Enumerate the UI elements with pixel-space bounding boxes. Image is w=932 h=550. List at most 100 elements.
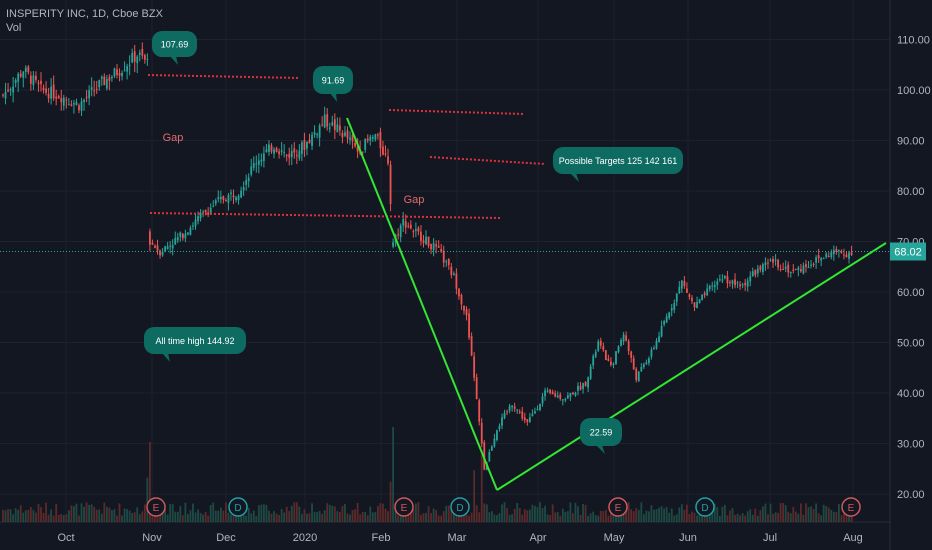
volume-bar — [260, 504, 263, 522]
callout-text: 107.69 — [161, 40, 189, 50]
candle-body — [617, 346, 620, 353]
candle-body — [521, 411, 524, 419]
candle-body — [658, 336, 660, 343]
volume-bar — [197, 509, 199, 522]
volume-bar — [435, 510, 438, 522]
candle-body — [103, 76, 106, 86]
volume-bar — [214, 510, 217, 522]
candle-body — [751, 271, 754, 277]
candle-body — [374, 134, 377, 140]
volume-bar — [420, 514, 422, 522]
volume-bar — [184, 502, 187, 522]
volume-bar — [772, 513, 774, 522]
event-letter: D — [234, 503, 241, 514]
candle-body — [683, 280, 686, 287]
volume-bar — [392, 427, 394, 522]
volume-bar — [675, 514, 678, 522]
candle-body — [133, 51, 136, 62]
candle-body — [460, 294, 463, 305]
volume-bar — [837, 503, 840, 522]
volume-bar — [815, 503, 817, 522]
volume-bar — [7, 509, 9, 522]
event-circle — [608, 497, 628, 517]
volume-bar — [379, 503, 382, 522]
candle-body — [445, 261, 448, 263]
volume-bar — [113, 509, 116, 522]
volume-bar — [103, 502, 106, 522]
candle-body — [100, 76, 103, 79]
candle-body — [197, 216, 199, 222]
volume-bar — [830, 509, 833, 522]
candle-body — [473, 356, 476, 378]
candle-body — [308, 139, 311, 144]
candle-body — [17, 73, 20, 82]
candle-body — [159, 250, 161, 256]
candle-body — [602, 345, 605, 350]
volume-bar — [843, 513, 845, 522]
volume-bar — [126, 509, 129, 522]
earnings-marker: E — [841, 497, 861, 517]
candle-body — [187, 232, 189, 235]
volume-bar — [653, 509, 655, 522]
volume-bar — [713, 503, 716, 522]
target-line — [388, 109, 525, 115]
candle-body — [217, 197, 220, 200]
volume-bar — [204, 512, 207, 522]
dividend-marker: D — [695, 497, 715, 517]
volume-bar — [848, 515, 850, 522]
volume-bar — [131, 513, 134, 522]
volume-bar — [143, 504, 146, 522]
volume-bar — [458, 514, 460, 522]
candle-body — [805, 264, 807, 268]
event-circle — [146, 497, 166, 517]
volume-bar — [528, 509, 531, 522]
candle-body — [549, 389, 552, 394]
candle-body — [280, 150, 283, 152]
candle-body — [247, 177, 250, 182]
candle-body — [463, 305, 465, 311]
candle-body — [313, 132, 316, 135]
candle-body — [488, 452, 491, 462]
candle-body — [610, 361, 612, 365]
volume-bar — [822, 504, 825, 522]
volume-bar — [159, 511, 161, 522]
volume-bar — [194, 512, 197, 522]
callout-box — [553, 147, 683, 174]
volume-bar — [187, 513, 189, 522]
volume-bar — [534, 505, 536, 522]
event-letter: E — [848, 503, 855, 514]
y-tick-label: 40.00 — [897, 388, 925, 400]
volume-bar — [171, 504, 174, 522]
volume-bar — [356, 502, 359, 522]
candle-body — [181, 233, 184, 239]
candle-body — [744, 282, 747, 286]
volume-bar — [83, 506, 85, 522]
volume-bar — [354, 509, 356, 522]
volume-bar — [344, 504, 346, 522]
candle-body — [673, 303, 676, 310]
x-tick-label: Dec — [216, 532, 236, 544]
target-line — [429, 156, 546, 165]
chart-header: INSPERITY INC, 1D, Cboe BZX Vol — [6, 7, 163, 35]
candle-body — [40, 80, 42, 85]
volume-bar — [308, 513, 311, 522]
candle-body — [536, 408, 539, 411]
volume-bar — [164, 509, 167, 522]
volume-bar — [526, 510, 529, 522]
x-tick-label: Feb — [372, 532, 391, 544]
candle-body — [422, 240, 425, 244]
candle-body — [143, 55, 146, 60]
volume-bar — [794, 511, 797, 522]
volume-bar — [680, 504, 683, 522]
candle-body — [539, 403, 541, 410]
candle-body — [701, 294, 704, 301]
callout-bubble: Possible Targets 125 142 161 — [553, 147, 683, 182]
volume-bar — [311, 503, 313, 522]
candle-body — [794, 269, 797, 271]
candle-body — [478, 400, 481, 422]
volume-bar — [245, 515, 248, 522]
candle-body — [817, 255, 820, 259]
candle-body — [589, 366, 592, 379]
candle-body — [262, 153, 265, 161]
